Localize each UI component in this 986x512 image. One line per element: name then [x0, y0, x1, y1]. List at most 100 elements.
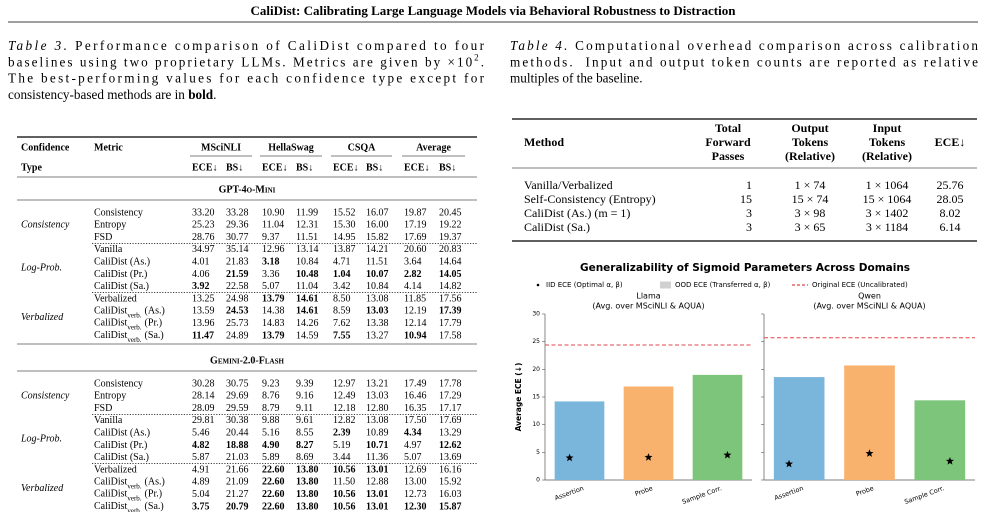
legend-label: OOD ECE (Transferred α, β) — [675, 281, 771, 289]
cell: 10.56 — [333, 464, 356, 475]
cell: 20.79 — [226, 501, 249, 512]
cell: 8.69 — [296, 452, 314, 463]
caption-text: Table 4. — [510, 38, 567, 53]
cell: 9.11 — [296, 403, 313, 414]
cell: 3.44 — [333, 452, 351, 463]
metric-name: CaliDist — [94, 318, 128, 329]
cell: 17.17 — [439, 403, 462, 414]
cell: 11.85 — [404, 293, 426, 304]
cell: 2.82 — [404, 269, 422, 280]
cell: 29.59 — [226, 403, 249, 414]
metric: CaliDist (As.) — [94, 256, 150, 267]
cell: 3.92 — [192, 281, 210, 292]
metric-name: CaliDist — [94, 306, 128, 317]
cell: 17.79 — [439, 318, 462, 329]
column-header: Total — [715, 121, 742, 135]
metric-subscript: verb. — [127, 336, 141, 344]
legend-ood-marker — [660, 281, 671, 289]
iid-marker — [565, 453, 574, 462]
y-tick-label: 25 — [532, 338, 540, 345]
metric: CaliDistverb. (As.) — [94, 306, 165, 319]
metric: CaliDist (As.) — [94, 427, 150, 438]
cell: 11.51 — [296, 232, 318, 243]
cell: 14.38 — [262, 306, 285, 317]
cell: 12.69 — [404, 464, 427, 475]
bar — [773, 377, 825, 480]
cell: 12.18 — [333, 403, 356, 414]
cell: 13.01 — [366, 489, 389, 500]
cell: 13.29 — [439, 427, 462, 438]
cell: 28.76 — [192, 232, 215, 243]
cell: 16.07 — [366, 207, 389, 218]
cell: 12.82 — [333, 415, 356, 426]
y-tick-label: 15 — [532, 394, 540, 401]
cell: 13.01 — [366, 501, 389, 512]
column-subheader: BS↓ — [439, 162, 456, 173]
x-tick-label: Probe — [855, 484, 875, 498]
confidence-type: Consistency — [21, 391, 70, 402]
cell: 16.03 — [439, 489, 462, 500]
legend-label: IID ECE (Optimal α, β) — [546, 281, 623, 289]
metric: Entropy — [94, 391, 126, 402]
column-header: Tokens — [792, 135, 829, 149]
cell: 9.39 — [296, 378, 314, 389]
cell: 13.14 — [296, 244, 319, 255]
cell: 11.04 — [262, 220, 284, 231]
cell: 20.60 — [404, 244, 427, 255]
cell: 14.61 — [296, 293, 319, 304]
cell: 21.83 — [226, 256, 249, 267]
metric-suffix: (As.) — [145, 477, 165, 488]
column-subheader: ECE↓ — [333, 162, 359, 173]
cell: 25.23 — [192, 220, 215, 231]
cell: 9.16 — [296, 391, 314, 402]
cell: 13.03 — [366, 306, 389, 317]
cell: 8.02 — [940, 206, 961, 220]
cell: 11.47 — [192, 330, 214, 341]
cell: 17.58 — [439, 330, 462, 341]
cell: 21.03 — [226, 452, 249, 463]
metric: CaliDistverb. (As.) — [94, 477, 165, 490]
iid-marker — [865, 449, 874, 457]
caption-text: . — [213, 87, 216, 102]
cell: 3 × 1402 — [866, 206, 909, 220]
cell: 8.27 — [296, 440, 314, 451]
cell: 1 × 1064 — [866, 178, 909, 192]
x-tick-label: Sample Corr. — [903, 484, 945, 506]
bar — [554, 401, 605, 480]
cell: 12.31 — [296, 220, 319, 231]
caption-line: consistency-based methods are in bold. — [8, 87, 216, 102]
cell: 13.80 — [296, 477, 319, 488]
cell: 4.82 — [192, 440, 210, 451]
column-group-header: Average — [416, 142, 451, 153]
caption-text: multiples of the baseline. — [510, 71, 643, 86]
cell: 28.14 — [192, 391, 215, 402]
bar — [844, 365, 895, 480]
figure: Generalizability of Sigmoid Parameters A… — [514, 262, 975, 506]
metric-subscript: verb. — [127, 323, 141, 331]
cell: 12.80 — [366, 403, 389, 414]
cell: 8.79 — [262, 403, 280, 414]
cell: 3 × 1184 — [866, 220, 908, 234]
cell: 15.87 — [439, 501, 462, 512]
cell: 21.09 — [226, 477, 249, 488]
metric-suffix: (Pr.) — [145, 318, 163, 329]
running-title: CaliDist: Calibrating Large Language Mod… — [251, 3, 737, 18]
cell: 14.83 — [262, 318, 285, 329]
caption-line: Table 4. Computational overhead comparis… — [510, 38, 978, 53]
cell: 9.61 — [296, 415, 314, 426]
cell: 12.30 — [404, 501, 427, 512]
cell: 4.34 — [404, 427, 422, 438]
cell: 14.64 — [439, 256, 462, 267]
cell: 13.27 — [366, 330, 389, 341]
cell: 13.79 — [262, 330, 285, 341]
cell: 33.28 — [226, 207, 249, 218]
cell: 28.05 — [937, 192, 964, 206]
column-header: Tokens — [869, 135, 906, 149]
column-subheader: BS↓ — [226, 162, 243, 173]
cell: 12.62 — [439, 440, 462, 451]
metric-name: CaliDist — [94, 501, 128, 512]
column-header: Confidence — [21, 142, 70, 153]
cell: 13.21 — [366, 378, 389, 389]
metric-suffix: (As.) — [145, 306, 165, 317]
caption-text: Performance comparison of CaliDist compa… — [69, 38, 484, 53]
